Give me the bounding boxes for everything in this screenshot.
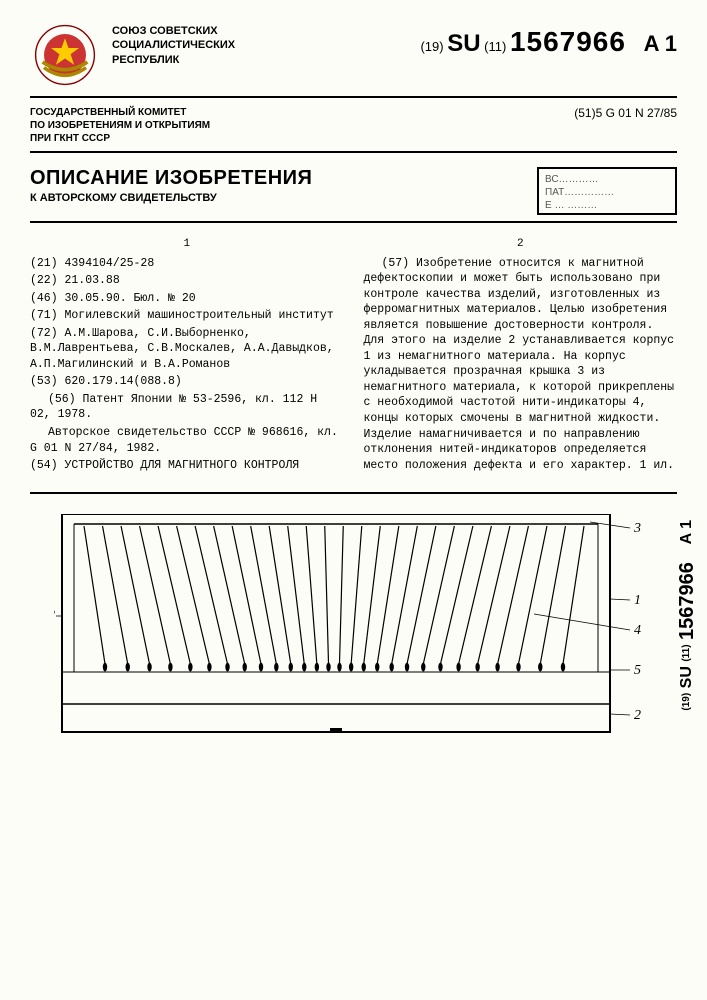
- side-doc-number: (19) SU (11) 1567966 A 1: [676, 520, 699, 711]
- right-column: 2 (57) Изобретение относится к магнитной…: [364, 237, 678, 476]
- field-22: (22) 21.03.88: [30, 273, 344, 289]
- field-46: (46) 30.05.90. Бюл. № 20: [30, 291, 344, 307]
- country-code: SU: [447, 30, 480, 57]
- code-prefix: (19): [420, 39, 443, 54]
- doc-number: 1567966: [510, 26, 626, 57]
- rule-top: [30, 96, 677, 98]
- side-mid: (11): [681, 644, 692, 661]
- rule-below-title: [30, 221, 677, 223]
- doc-number-block: (19) SU (11) 1567966 A 1: [420, 20, 677, 58]
- stamp-line-2: ПАТ……………: [545, 186, 669, 199]
- field-56a: (56) Патент Японии № 53-2596, кл. 112 Н …: [30, 392, 344, 423]
- left-column: 1 (21) 4394104/25-28 (22) 21.03.88 (46) …: [30, 237, 344, 476]
- col-num-1: 1: [30, 237, 344, 252]
- header-row: СОЮЗ СОВЕТСКИХСОЦИАЛИСТИЧЕСКИХРЕСПУБЛИК …: [30, 20, 677, 90]
- field-21: (21) 4394104/25-28: [30, 256, 344, 272]
- figure-diagram: 1 3 4 5 2 2: [54, 514, 654, 774]
- svg-text:2: 2: [634, 708, 641, 723]
- stamp-line-1: ВС…………: [545, 173, 669, 186]
- svg-text:1: 1: [634, 593, 641, 608]
- figure-area: 1 3 4 5 2 2: [30, 492, 677, 814]
- doc-subtitle: К АВТОРСКОМУ СВИДЕТЕЛЬСТВУ: [30, 192, 312, 204]
- stamp-box: ВС………… ПАТ…………… Е … ………: [537, 167, 677, 215]
- side-number: 1567966: [676, 562, 698, 640]
- union-text: СОЮЗ СОВЕТСКИХСОЦИАЛИСТИЧЕСКИХРЕСПУБЛИК: [112, 20, 408, 67]
- side-suffix: A 1: [678, 520, 695, 544]
- side-country: SU: [678, 666, 695, 688]
- doc-suffix: A 1: [644, 31, 677, 56]
- field-54: (54) УСТРОЙСТВО ДЛЯ МАГНИТНОГО КОНТРОЛЯ: [30, 458, 344, 474]
- rule-mid: [30, 151, 677, 153]
- side-prefix: (19): [681, 693, 692, 711]
- classifier-prefix: (51)5: [574, 106, 602, 120]
- field-56b: Авторское свидетельство СССР № 968616, к…: [30, 425, 344, 456]
- committee: ГОСУДАРСТВЕННЫЙ КОМИТЕТПО ИЗОБРЕТЕНИЯМ И…: [30, 106, 210, 145]
- svg-text:5: 5: [634, 663, 641, 678]
- field-71: (71) Могилевский машиностроительный инст…: [30, 308, 344, 324]
- code-mid: (11): [484, 39, 506, 54]
- body-columns: 1 (21) 4394104/25-28 (22) 21.03.88 (46) …: [30, 237, 677, 476]
- classifier-code: G 01 N 27/85: [606, 106, 677, 120]
- field-53: (53) 620.179.14(088.8): [30, 374, 344, 390]
- abstract-text: (57) Изобретение относится к магнитной д…: [364, 256, 678, 473]
- svg-text:3: 3: [633, 521, 641, 536]
- field-72: (72) А.М.Шарова, С.И.Выборненко, В.М.Лав…: [30, 326, 344, 373]
- title-row: ОПИСАНИЕ ИЗОБРЕТЕНИЯ К АВТОРСКОМУ СВИДЕТ…: [30, 167, 677, 215]
- classifier: (51)5 G 01 N 27/85: [574, 106, 677, 145]
- doc-title: ОПИСАНИЕ ИЗОБРЕТЕНИЯ: [30, 167, 312, 190]
- sub-header-row: ГОСУДАРСТВЕННЫЙ КОМИТЕТПО ИЗОБРЕТЕНИЯМ И…: [30, 106, 677, 145]
- ussr-emblem-icon: [30, 20, 100, 90]
- col-num-2: 2: [364, 237, 678, 252]
- title-block: ОПИСАНИЕ ИЗОБРЕТЕНИЯ К АВТОРСКОМУ СВИДЕТ…: [30, 167, 312, 204]
- stamp-line-3: Е … ………: [545, 199, 669, 212]
- svg-text:4: 4: [634, 623, 641, 638]
- page: СОЮЗ СОВЕТСКИХСОЦИАЛИСТИЧЕСКИХРЕСПУБЛИК …: [0, 0, 707, 1000]
- svg-text:2: 2: [54, 608, 55, 623]
